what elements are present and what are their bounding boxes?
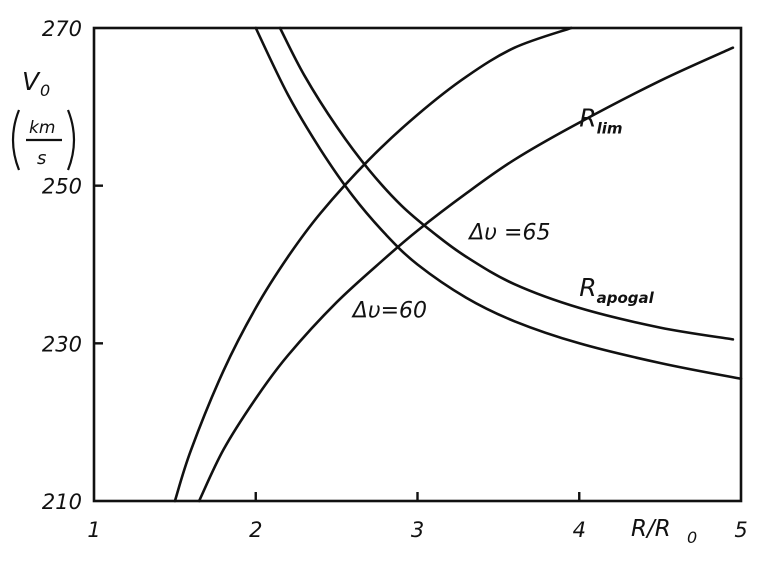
y-axis-title-subscript: 0 xyxy=(40,81,50,100)
x-tick-label: 2 xyxy=(249,518,262,542)
curve-apogal-dv60 xyxy=(254,26,743,381)
curve-annotations: Rlim Rapogal Δυ =65 Δυ=60 xyxy=(351,104,655,324)
y-axis-unit-numerator: km xyxy=(29,118,55,138)
y-axis-title-main: V xyxy=(22,67,41,96)
annotation-r-apogal: Rapogal xyxy=(579,273,654,307)
annotation-r-lim: Rlim xyxy=(579,104,622,138)
x-tick-label: 1 xyxy=(87,518,100,542)
x-tick-label: 4 xyxy=(573,518,586,542)
y-axis-title: V 0 km s xyxy=(11,67,76,171)
y-axis-unit-left-paren xyxy=(11,109,21,171)
y-axis-unit-denominator: s xyxy=(37,148,46,169)
y-axis-unit-right-paren xyxy=(66,109,76,171)
x-axis-title-subscript: 0 xyxy=(687,528,697,547)
axis-ticks xyxy=(94,184,581,501)
annotation-dv-60: Δυ=60 xyxy=(351,298,427,323)
curve-lim-dv60 xyxy=(197,46,735,503)
x-tick-label: 3 xyxy=(411,518,424,542)
x-tick-label: 5 xyxy=(734,518,747,542)
y-tick-label: 230 xyxy=(42,332,82,356)
curves xyxy=(173,26,743,503)
curve-apogal-dv65 xyxy=(278,26,735,341)
y-tick-label: 250 xyxy=(42,175,82,199)
x-axis-title-main: R/R xyxy=(631,516,671,542)
x-axis-title: R/R 0 xyxy=(631,516,697,547)
axis-tick-labels: 1 2 3 4 5 210 230 250 270 xyxy=(42,17,748,542)
y-tick-label: 210 xyxy=(42,490,82,514)
annotation-dv-65: Δυ =65 xyxy=(467,220,550,245)
curve-lim-dv65 xyxy=(173,26,573,503)
y-tick-label: 270 xyxy=(42,17,82,41)
